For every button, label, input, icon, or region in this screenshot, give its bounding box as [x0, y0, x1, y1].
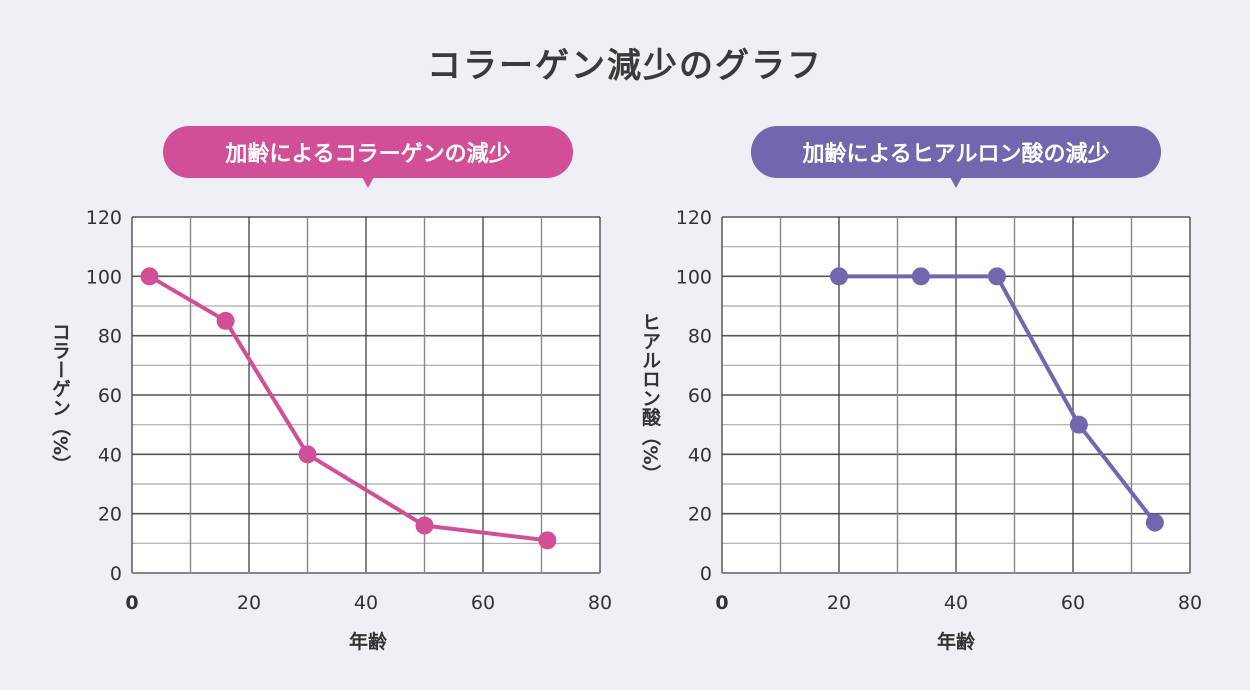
x-tick-label: 80 — [588, 592, 612, 614]
x-tick-label: 40 — [354, 592, 378, 614]
x-tick-label: 60 — [1061, 592, 1085, 614]
y-tick-label: 80 — [98, 326, 122, 348]
y-tick-label: 0 — [700, 563, 712, 585]
data-point — [987, 267, 1006, 286]
data-point — [911, 267, 930, 286]
x-tick-label: 0 — [715, 592, 728, 614]
page-title: コラーゲン減少のグラフ — [427, 46, 823, 86]
data-point — [538, 531, 557, 550]
y-tick-label: 100 — [676, 266, 712, 288]
x-tick-label: 80 — [1178, 592, 1202, 614]
pill-pointer — [362, 177, 374, 188]
data-point — [216, 311, 235, 330]
x-tick-label: 0 — [125, 592, 138, 614]
data-point — [140, 267, 159, 286]
chart-title-pill — [163, 126, 573, 178]
pill-pointer — [950, 177, 962, 188]
y-tick-label: 20 — [688, 504, 712, 526]
y-tick-label: 0 — [110, 563, 122, 585]
data-point — [1069, 415, 1088, 434]
chart-title: 加齢によるコラーゲンの減少 — [224, 141, 510, 167]
y-tick-label: 120 — [676, 207, 712, 229]
y-tick-label: 40 — [688, 444, 712, 466]
y-tick-label: 80 — [688, 326, 712, 348]
data-point — [1145, 513, 1164, 532]
data-point — [830, 267, 848, 286]
y-tick-label: 40 — [98, 444, 122, 466]
y-tick-label: 20 — [98, 504, 122, 526]
x-axis-label: 年齢 — [937, 630, 976, 653]
data-point — [298, 445, 317, 464]
x-tick-label: 60 — [471, 592, 495, 614]
chart-title: 加齢によるヒアルロン酸の減少 — [801, 141, 1109, 167]
x-axis-label: 年齢 — [349, 630, 388, 653]
y-tick-label: 60 — [98, 385, 122, 407]
y-tick-label: 60 — [688, 385, 712, 407]
y-axis-label: ヒアルロン酸（%） — [639, 312, 661, 483]
chart-title-pill — [751, 126, 1161, 178]
y-axis-label: コラーゲン（%） — [49, 322, 71, 474]
x-tick-label: 20 — [237, 592, 261, 614]
chart-1: 加齢によるコラーゲンの減少 0 20 40 60 80 100 120 0 20 40 60 80 年齢 コ… — [49, 126, 612, 653]
x-tick-label: 40 — [944, 592, 968, 614]
x-tick-label: 20 — [827, 592, 851, 614]
chart-2: 加齢によるヒアルロン酸の減少 0 20 40 60 80 100 120 0 20 40 60 80 年齢… — [639, 126, 1202, 653]
data-point — [415, 516, 434, 535]
y-tick-label: 100 — [86, 266, 122, 288]
y-tick-label: 120 — [86, 207, 122, 229]
